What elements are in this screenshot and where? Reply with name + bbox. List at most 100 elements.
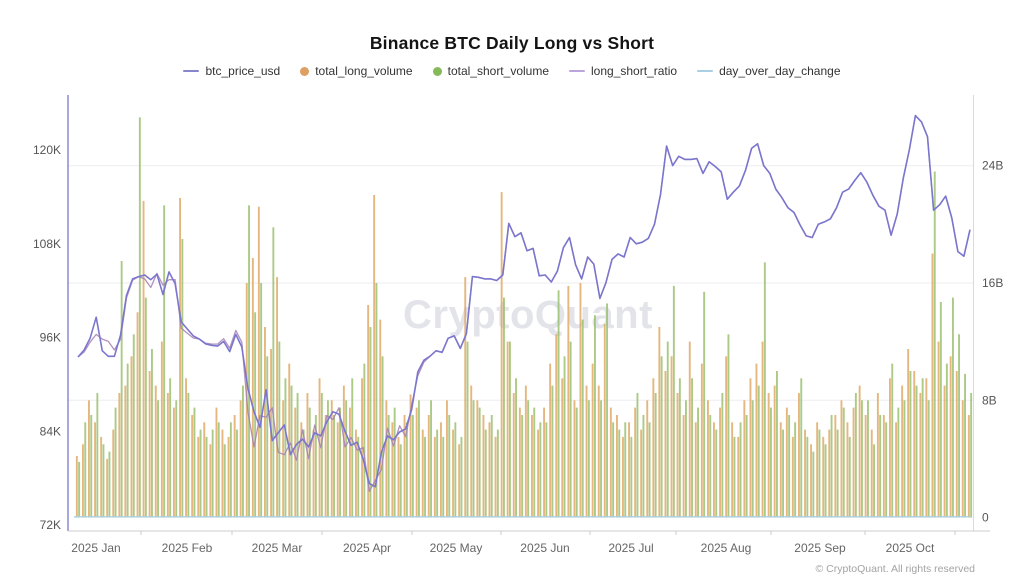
- long-volume-bar: [173, 407, 175, 518]
- y-left-tick-label: 96K: [40, 331, 61, 345]
- legend-item-label: total_short_volume: [447, 64, 549, 78]
- short-volume-bar: [854, 393, 857, 518]
- long-volume-bar: [367, 305, 370, 518]
- long-volume-bar: [257, 206, 260, 518]
- short-volume-bar: [363, 363, 366, 518]
- btc-price-line: [77, 114, 971, 488]
- long-volume-bar: [391, 422, 394, 518]
- short-volume-bar: [867, 400, 869, 518]
- long-volume-bar: [506, 341, 509, 518]
- y-right-tick-label: 16B: [982, 276, 1003, 290]
- short-volume-bar: [782, 429, 784, 518]
- long-volume-bar: [458, 444, 461, 518]
- short-volume-bar: [151, 349, 153, 518]
- short-volume-bar: [745, 415, 748, 518]
- long-volume-bar: [840, 400, 843, 518]
- x-axis-tick-label: 2025 Jun: [520, 541, 569, 555]
- long-volume-bar: [585, 385, 588, 518]
- long-volume-bar: [822, 436, 825, 518]
- short-volume-bar: [393, 407, 396, 518]
- x-axis-tick-label: 2025 May: [430, 541, 483, 555]
- long-volume-bar: [452, 429, 454, 518]
- y-left-tick-label: 108K: [33, 237, 61, 251]
- long-volume-bar: [288, 363, 291, 518]
- long-volume-bar: [379, 319, 382, 518]
- long-volume-bar: [318, 378, 321, 518]
- long-volume-bar: [415, 407, 418, 518]
- long-volume-bar: [609, 407, 612, 518]
- short-volume-bar: [503, 297, 505, 518]
- long-volume-bar: [652, 378, 655, 518]
- long-volume-bar: [421, 429, 424, 518]
- y-right-tick-label: 0: [982, 511, 989, 525]
- short-volume-bar: [709, 415, 712, 518]
- short-volume-bar: [648, 422, 651, 518]
- long-volume-bar: [646, 400, 649, 518]
- legend-item-long_short_ratio[interactable]: long_short_ratio: [569, 64, 677, 78]
- long-volume-bar: [518, 407, 521, 518]
- long-volume-bar: [967, 415, 970, 518]
- short-volume-bar: [430, 400, 432, 518]
- short-volume-bar: [369, 327, 372, 518]
- y-left-tick-label: 120K: [33, 143, 61, 157]
- long-volume-bar: [658, 327, 661, 518]
- long-volume-bar: [264, 327, 266, 518]
- short-volume-bar: [175, 400, 178, 518]
- long-volume-bar: [949, 356, 952, 518]
- short-volume-bar: [284, 378, 287, 518]
- short-volume-bar: [861, 400, 863, 518]
- long-volume-bar: [561, 378, 564, 518]
- legend-item-day_over_day_change[interactable]: day_over_day_change: [697, 64, 841, 78]
- long-volume-bar: [349, 407, 351, 518]
- legend-item-btc_price_usd[interactable]: btc_price_usd: [183, 64, 280, 78]
- long-volume-bar: [907, 349, 910, 518]
- long-volume-bar: [743, 400, 746, 518]
- long-volume-bar: [330, 400, 333, 518]
- short-volume-bar: [933, 171, 936, 518]
- btc_price_usd-marker-icon: [183, 69, 200, 73]
- long-volume-bar: [773, 385, 776, 518]
- short-volume-bar: [569, 341, 572, 518]
- legend-item-total_short_volume[interactable]: total_short_volume: [432, 64, 549, 78]
- short-volume-bar: [478, 407, 481, 518]
- short-volume-bar: [594, 315, 596, 518]
- short-volume-bar: [399, 444, 402, 518]
- short-volume-bar: [96, 393, 99, 518]
- long-volume-bar: [88, 400, 90, 518]
- total_short_volume-marker-icon: [432, 66, 442, 76]
- short-volume-bar: [90, 415, 93, 518]
- chart-title: Binance BTC Daily Long vs Short: [369, 33, 655, 53]
- short-volume-bar: [193, 407, 196, 518]
- short-volume-bar: [460, 436, 463, 518]
- long-volume-bar: [221, 429, 224, 518]
- long-volume-bar: [882, 415, 885, 518]
- short-volume-bar: [897, 407, 900, 518]
- long-volume-bar: [731, 422, 734, 518]
- short-volume-bar: [466, 341, 469, 518]
- y-left-tick-label: 84K: [40, 424, 61, 438]
- long-volume-bar: [816, 422, 819, 518]
- short-volume-bar: [806, 436, 809, 518]
- short-volume-bar: [575, 407, 578, 518]
- short-volume-bar: [739, 422, 742, 518]
- long-volume-bar: [154, 385, 157, 518]
- long-volume-bar: [179, 197, 181, 518]
- short-volume-bar: [424, 436, 426, 518]
- long-volume-bar: [785, 407, 788, 518]
- long-volume-bar: [403, 415, 406, 518]
- long-volume-bar: [931, 253, 934, 518]
- legend-item-total_long_volume[interactable]: total_long_volume: [300, 64, 413, 78]
- long-volume-bar: [197, 436, 200, 518]
- short-volume-bar: [921, 378, 924, 518]
- long-volume-bar: [864, 415, 867, 518]
- short-volume-bar: [320, 393, 323, 518]
- short-volume-bar: [891, 363, 894, 518]
- long-volume-bar: [767, 393, 770, 518]
- long-volume-bar: [276, 277, 278, 518]
- long-volume-bar: [640, 429, 643, 518]
- short-volume-bar: [302, 429, 305, 518]
- short-volume-bar: [757, 385, 760, 518]
- long-volume-bar: [834, 415, 837, 518]
